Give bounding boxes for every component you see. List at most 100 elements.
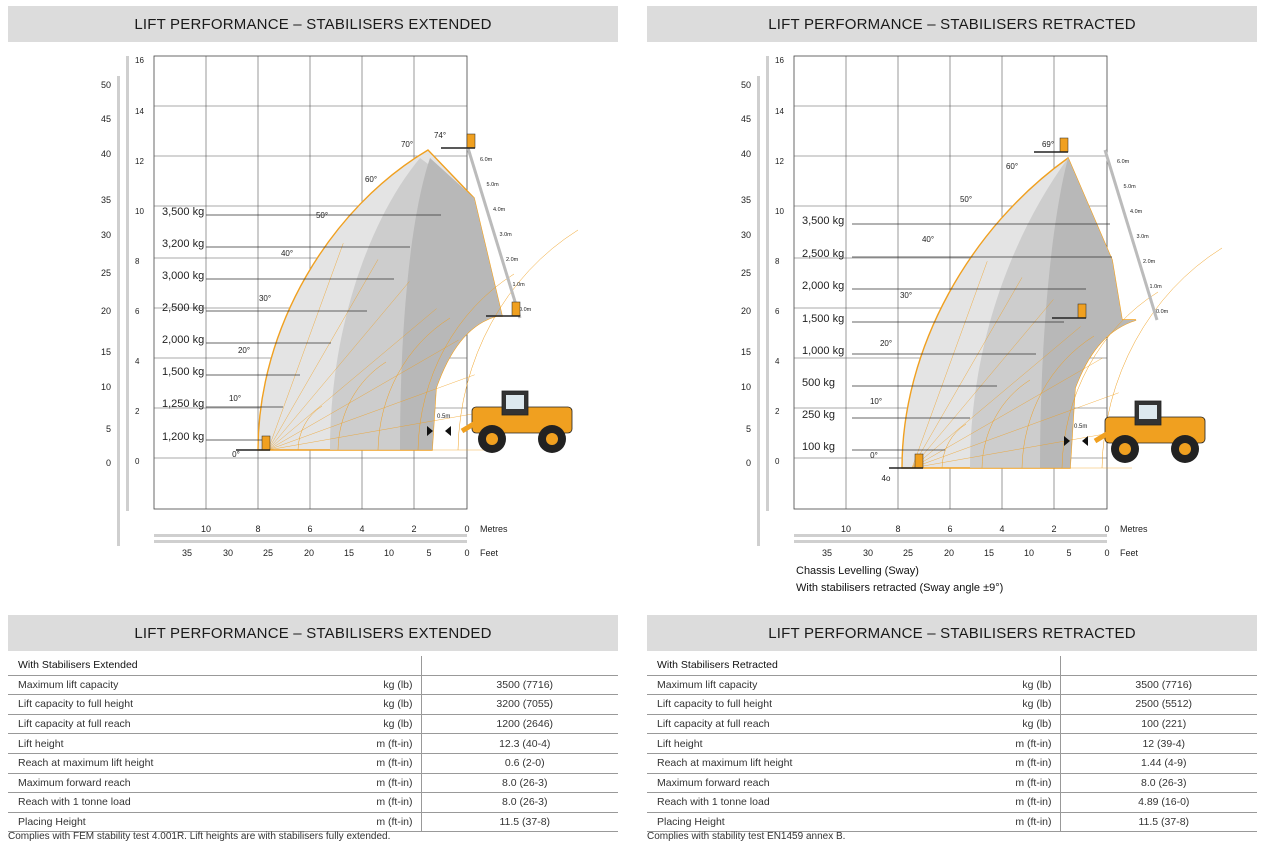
extension-label: 1.0m <box>1150 284 1163 290</box>
right-spec-table: With Stabilisers Retracted Maximum lift … <box>647 656 1257 833</box>
table-row: Maximum forward reach m (ft-in) 8.0 (26-3) <box>8 773 618 794</box>
boom-angle-label: 40° <box>281 249 293 258</box>
feet-tick-label: 0 <box>106 458 111 468</box>
row-label: Lift capacity at full reach <box>8 714 208 735</box>
feet-tick-label: 40 <box>741 149 751 159</box>
metre-tick-label: 0 <box>135 457 140 466</box>
row-label: Placing Height <box>8 812 208 833</box>
row-value: 2500 (5512) <box>1060 694 1257 715</box>
metre-tick-label: 10 <box>775 207 784 216</box>
boom-angle-label: 60° <box>365 175 377 184</box>
load-label: 3,200 kg <box>162 238 204 250</box>
row-value: 3500 (7716) <box>421 675 618 696</box>
x-feet-tick: 15 <box>344 548 354 558</box>
extension-scale <box>1103 149 1159 321</box>
x-metre-tick: 8 <box>255 524 260 534</box>
feet-tick-label: 45 <box>741 114 751 124</box>
row-unit: m (ft-in) <box>208 733 422 754</box>
x-feet-tick: 20 <box>944 548 954 558</box>
x-metre-tick: 10 <box>201 524 211 534</box>
sway-angle-note: With stabilisers retracted (Sway angle ±… <box>796 582 1004 594</box>
x-metre-tick: 6 <box>307 524 312 534</box>
x-metre-tick: 0 <box>1104 524 1109 534</box>
load-label: 2,000 kg <box>802 280 844 292</box>
x-feet-tick: 30 <box>223 548 233 558</box>
metres-label: Metres <box>480 524 508 534</box>
x-feet-tick: 10 <box>384 548 394 558</box>
row-label: Placing Height <box>647 812 847 833</box>
x-metre-tick: 6 <box>947 524 952 534</box>
left-footnote: Complies with FEM stability test 4.001R.… <box>8 831 391 842</box>
feet-scale-bar <box>117 76 120 546</box>
left-table-title: LIFT PERFORMANCE – STABILISERS EXTENDED <box>134 624 492 642</box>
extension-label: 3.0m <box>500 232 513 238</box>
metre-axis-bar <box>794 534 1107 537</box>
x-metre-tick: 4 <box>999 524 1004 534</box>
boom-angle-label: 40° <box>922 235 934 244</box>
row-label: Lift height <box>647 733 847 754</box>
angle-ray <box>267 339 459 451</box>
extension-label: 5.0m <box>1124 184 1137 190</box>
angle-ray <box>267 374 475 451</box>
row-unit: m (ft-in) <box>208 773 422 794</box>
row-value: 4.89 (16-0) <box>1060 792 1257 813</box>
row-unit: kg (lb) <box>208 714 422 735</box>
extension-label: 0.0m <box>519 307 532 313</box>
feet-axis-bar <box>154 540 467 543</box>
row-label: Lift height <box>8 733 208 754</box>
feet-tick-label: 45 <box>101 114 111 124</box>
boom-angle-label: 0° <box>870 451 878 460</box>
angle-ray <box>911 277 1023 469</box>
metre-tick-label: 14 <box>775 107 784 116</box>
x-feet-tick: 20 <box>304 548 314 558</box>
metre-tick-label: 8 <box>775 257 780 266</box>
x-feet-tick: 0 <box>464 548 469 558</box>
metre-tick-label: 0 <box>775 457 780 466</box>
right-table-title: LIFT PERFORMANCE – STABILISERS RETRACTED <box>768 624 1136 642</box>
metre-tick-label: 6 <box>135 307 140 316</box>
row-unit: m (ft-in) <box>208 792 422 813</box>
boom-angle-label: 69° <box>1042 140 1054 149</box>
feet-tick-label: 15 <box>101 347 111 357</box>
reach-arrow-icon <box>427 426 433 436</box>
feet-label: Feet <box>1120 548 1139 558</box>
row-unit: m (ft-in) <box>847 753 1061 774</box>
right-chart-header: LIFT PERFORMANCE – STABILISERS RETRACTED <box>647 6 1257 42</box>
feet-tick-label: 0 <box>746 458 751 468</box>
x-feet-tick: 30 <box>863 548 873 558</box>
feet-tick-label: 10 <box>741 382 751 392</box>
metre-tick-label: 16 <box>775 56 784 65</box>
row-value: 8.0 (26-3) <box>421 792 618 813</box>
feet-tick-label: 5 <box>106 424 111 434</box>
boom-angle-label: 10° <box>229 394 241 403</box>
row-unit: m (ft-in) <box>847 773 1061 794</box>
row-value: 8.0 (26-3) <box>421 773 618 794</box>
boom-angle-label: 60° <box>1006 162 1018 171</box>
fork-icon <box>914 453 924 469</box>
x-feet-tick: 35 <box>182 548 192 558</box>
left-chart-title: LIFT PERFORMANCE – STABILISERS EXTENDED <box>134 15 492 33</box>
boom-angle-label: 4o <box>882 474 891 483</box>
table-row: Lift capacity to full height kg (lb) 3200 … <box>8 694 618 715</box>
table-row: Maximum lift capacity kg (lb) 3500 (7716) <box>8 675 618 696</box>
row-label: Reach at maximum lift height <box>8 753 208 774</box>
row-unit: m (ft-in) <box>847 792 1061 813</box>
right-load-chart: 50 45 40 35 30 25 20 15 10 5 0 16 14 12 10 8 6 4 2 0 10 8 6 4 2 0… <box>640 48 1250 603</box>
feet-tick-label: 35 <box>101 195 111 205</box>
table-heading: With Stabilisers Retracted <box>647 656 1061 676</box>
x-feet-tick: 25 <box>903 548 913 558</box>
extension-scale <box>466 147 522 319</box>
row-unit: m (ft-in) <box>208 812 422 833</box>
load-label: 2,000 kg <box>162 334 204 346</box>
extension-label: 4.0m <box>493 207 506 213</box>
row-label: Lift capacity at full reach <box>647 714 847 735</box>
load-label: 1,200 kg <box>162 431 204 443</box>
reach-arrow-icon <box>1064 436 1070 446</box>
row-unit: kg (lb) <box>847 694 1061 715</box>
row-unit: kg (lb) <box>847 714 1061 735</box>
row-unit: m (ft-in) <box>847 733 1061 754</box>
row-value: 8.0 (26-3) <box>1060 773 1257 794</box>
metre-tick-label: 10 <box>135 207 144 216</box>
reach-contour <box>417 273 515 451</box>
